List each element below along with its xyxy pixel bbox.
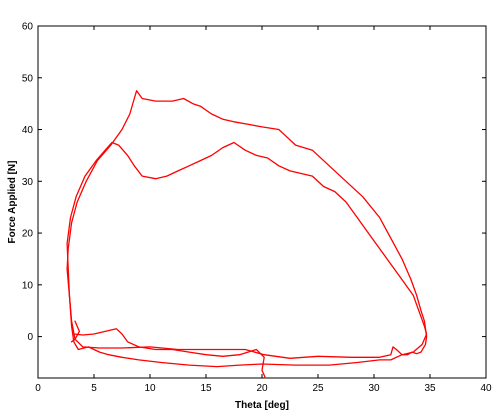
series-line-1 xyxy=(66,90,428,359)
y-tick-label: 60 xyxy=(22,22,34,33)
y-tick-label: 20 xyxy=(22,229,34,240)
series-layer xyxy=(66,90,428,379)
x-tick-label: 30 xyxy=(368,383,380,394)
series-line-4 xyxy=(70,320,81,343)
plot-frame xyxy=(37,25,487,379)
y-tick-label: 0 xyxy=(27,332,33,343)
x-tick-label: 15 xyxy=(200,383,212,394)
y-axis-label: Force Applied [N] xyxy=(7,161,18,244)
x-tick-label: 40 xyxy=(480,383,492,394)
x-tick-label: 5 xyxy=(91,383,97,394)
x-tick-label: 25 xyxy=(312,383,324,394)
x-tick-label: 0 xyxy=(35,383,41,394)
ticks-layer: 0 5 10 15 20 25 30 35 40 0 10 20 30 40 50 60 xyxy=(22,22,492,395)
x-tick-label: 35 xyxy=(424,383,436,394)
y-tick-label: 40 xyxy=(22,125,34,136)
series-line-3 xyxy=(73,328,267,379)
x-tick-label: 20 xyxy=(256,383,268,394)
y-tick-label: 30 xyxy=(22,177,34,188)
x-axis-label: Theta [deg] xyxy=(235,400,289,411)
y-tick-label: 50 xyxy=(22,73,34,84)
y-tick-label: 10 xyxy=(22,280,34,291)
series-line-2 xyxy=(66,141,428,368)
x-tick-label: 10 xyxy=(144,383,156,394)
